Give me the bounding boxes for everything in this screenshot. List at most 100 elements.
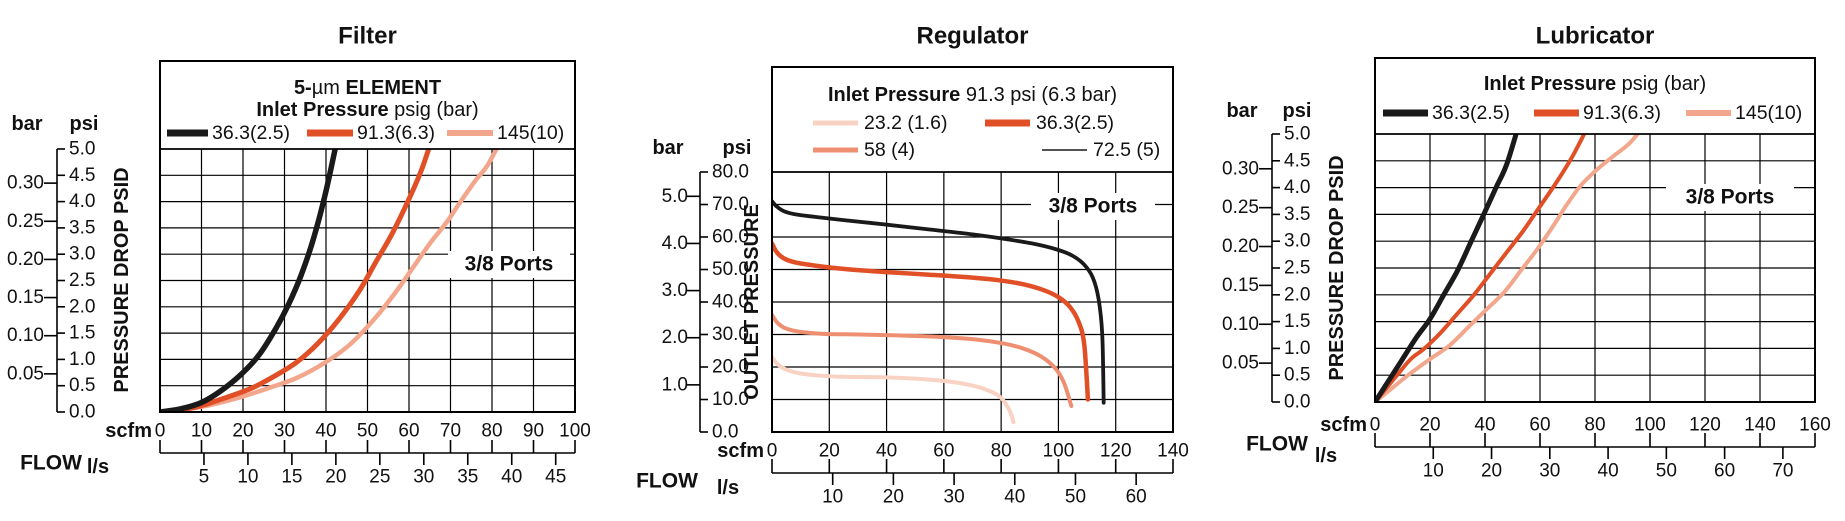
regulator-scfm-tick: 80 xyxy=(991,441,1012,462)
filter-y-title: PRESSURE DROP PSID xyxy=(111,167,133,392)
filter-psi-tick: 2.0 xyxy=(69,296,95,317)
lubricator-chart: Lubricator 5.0 4.5 4.0 3.5 3.0 2.5 2.0 1.5 1.0 0.5… xyxy=(1222,23,1831,482)
filter-scfm-tick: 70 xyxy=(440,421,461,442)
lubricator-psi-tick: 3.5 xyxy=(1284,204,1310,225)
filter-psi-tick: 4.0 xyxy=(69,191,95,212)
regulator-chart: Regulator 80.0 70.0 60.0 50.0 40.0 30.0 20.0 10.… xyxy=(636,23,1189,508)
lubricator-scfm-tick: 140 xyxy=(1744,415,1776,436)
lubricator-bar-tick: 0.05 xyxy=(1222,353,1259,374)
lubricator-ports-mask xyxy=(1666,184,1794,211)
filter-psi-tick: 1.0 xyxy=(69,349,95,370)
filter-bar-tick: 0.20 xyxy=(7,249,44,270)
lubricator-legend-line: Inlet Pressure psig (bar) xyxy=(1484,73,1706,95)
filter-psi-tick: 3.0 xyxy=(69,244,95,265)
lubricator-ls-tick: 50 xyxy=(1656,461,1677,482)
regulator-legend-entry: 58 (4) xyxy=(864,139,915,161)
filter-title: Filter xyxy=(338,23,397,50)
filter-psi-tick: 0.0 xyxy=(69,402,95,423)
regulator-psi-tick: 40.0 xyxy=(712,292,749,313)
filter-psi-tick: 0.5 xyxy=(69,375,95,396)
lubricator-bar-tick: 0.10 xyxy=(1222,314,1259,335)
filter-scfm-tick: 100 xyxy=(559,421,591,442)
filter-ports-mask xyxy=(448,251,570,278)
regulator-scfm-unit: scfm xyxy=(717,440,764,462)
regulator-bar-tick: 1.0 xyxy=(662,374,688,395)
regulator-legend-entry: 72.5 (5) xyxy=(1093,139,1160,161)
filter-bar-tick: 0.15 xyxy=(7,287,44,308)
regulator-series-36.3(2.5) xyxy=(772,241,1091,402)
regulator-flow-label: FLOW xyxy=(636,470,698,493)
regulator-bar-tick: 2.0 xyxy=(662,327,688,348)
lubricator-plot-border xyxy=(1374,57,1816,403)
lubricator-series-91.3(6.3) xyxy=(1375,134,1587,402)
filter-series-36.3(2.5) xyxy=(160,149,338,412)
filter-legend-entry: 145(10) xyxy=(497,122,564,144)
lubricator-psi-tick: 5.0 xyxy=(1284,124,1310,145)
filter-legend-line: Inlet Pressure psig (bar) xyxy=(256,99,478,121)
regulator-scfm-tick: 60 xyxy=(933,441,954,462)
lubricator-scfm-tick: 120 xyxy=(1689,415,1721,436)
lubricator-legend-entry: 91.3(6.3) xyxy=(1583,102,1661,124)
lubricator-flow-label: FLOW xyxy=(1246,433,1308,456)
regulator-x-axis xyxy=(771,459,1174,485)
regulator-psi-header: psi xyxy=(723,137,752,159)
lubricator-legend: Inlet Pressure psig (bar) 36.3(2.5) 91.3(6… xyxy=(1383,73,1802,124)
lubricator-ls-tick: 30 xyxy=(1539,461,1560,482)
regulator-title: Regulator xyxy=(916,23,1028,50)
filter-scfm-unit: scfm xyxy=(105,420,152,442)
regulator-ls-tick: 30 xyxy=(944,487,965,508)
filter-scfm-tick: 90 xyxy=(523,421,544,442)
lubricator-scfm-tick: 60 xyxy=(1529,415,1550,436)
filter-scfm-tick: 30 xyxy=(274,421,295,442)
lubricator-ports-label: 3/8 Ports xyxy=(1686,186,1775,209)
lubricator-psi-tick: 3.0 xyxy=(1284,231,1310,252)
filter-legend-entry: 36.3(2.5) xyxy=(212,122,290,144)
filter-ls-tick: 20 xyxy=(325,467,346,488)
lubricator-legend-entry: 145(10) xyxy=(1735,102,1802,124)
lubricator-bar-tick: 0.15 xyxy=(1222,275,1259,296)
regulator-scfm-tick: 40 xyxy=(876,441,897,462)
regulator-scfm-tick: 0 xyxy=(767,441,778,462)
filter-x-axis xyxy=(159,440,576,465)
lubricator-bar-header: bar xyxy=(1226,100,1257,122)
lubricator-psi-header: psi xyxy=(1283,100,1312,122)
filter-ls-tick: 25 xyxy=(369,467,390,488)
filter-chart: Filter 5.0 4.5 4.0 3.5 3.0 2.5 2.0 1.5 1.0 0.5 0.0 0… xyxy=(7,23,591,488)
lubricator-bar-tick: 0.20 xyxy=(1222,236,1259,257)
filter-ls-tick: 5 xyxy=(199,467,210,488)
regulator-scfm-tick: 20 xyxy=(819,441,840,462)
lubricator-scfm-unit: scfm xyxy=(1320,414,1367,436)
lubricator-psi-tick: 0.0 xyxy=(1284,392,1310,413)
filter-scfm-tick: 0 xyxy=(155,421,166,442)
regulator-series-23.2 (1.6) xyxy=(772,355,1016,425)
filter-psi-tick: 3.5 xyxy=(69,217,95,238)
regulator-bar-tick: 3.0 xyxy=(662,280,688,301)
regulator-ls-tick: 50 xyxy=(1065,487,1086,508)
filter-psi-tick: 1.5 xyxy=(69,323,95,344)
lubricator-bar-tick: 0.30 xyxy=(1222,158,1259,179)
regulator-ls-tick: 10 xyxy=(822,487,843,508)
regulator-legend-entry: 36.3(2.5) xyxy=(1036,112,1114,134)
lubricator-legend-entry: 36.3(2.5) xyxy=(1432,102,1510,124)
lubricator-bar-tick: 0.25 xyxy=(1222,197,1259,218)
lubricator-psi-tick: 0.5 xyxy=(1284,365,1310,386)
filter-ls-tick: 10 xyxy=(237,467,258,488)
filter-series-145(10) xyxy=(160,149,499,412)
regulator-ls-tick: 40 xyxy=(1004,487,1025,508)
regulator-psi-tick: 20.0 xyxy=(712,357,749,378)
regulator-psi-tick: 70.0 xyxy=(712,194,749,215)
lubricator-ls-tick: 60 xyxy=(1714,461,1735,482)
filter-ls-tick: 45 xyxy=(545,467,566,488)
regulator-psi-tick: 80.0 xyxy=(712,162,749,183)
regulator-ports-label: 3/8 Ports xyxy=(1049,195,1138,218)
lubricator-scfm-tick: 40 xyxy=(1474,415,1495,436)
regulator-y-axis xyxy=(687,171,708,433)
lubricator-ls-tick: 70 xyxy=(1772,461,1793,482)
filter-scfm-tick: 50 xyxy=(357,421,378,442)
regulator-ls-tick: 20 xyxy=(883,487,904,508)
filter-legend-line: 5-µm ELEMENT xyxy=(294,77,441,99)
filter-scfm-tick: 20 xyxy=(232,421,253,442)
filter-plot-border xyxy=(159,60,576,413)
